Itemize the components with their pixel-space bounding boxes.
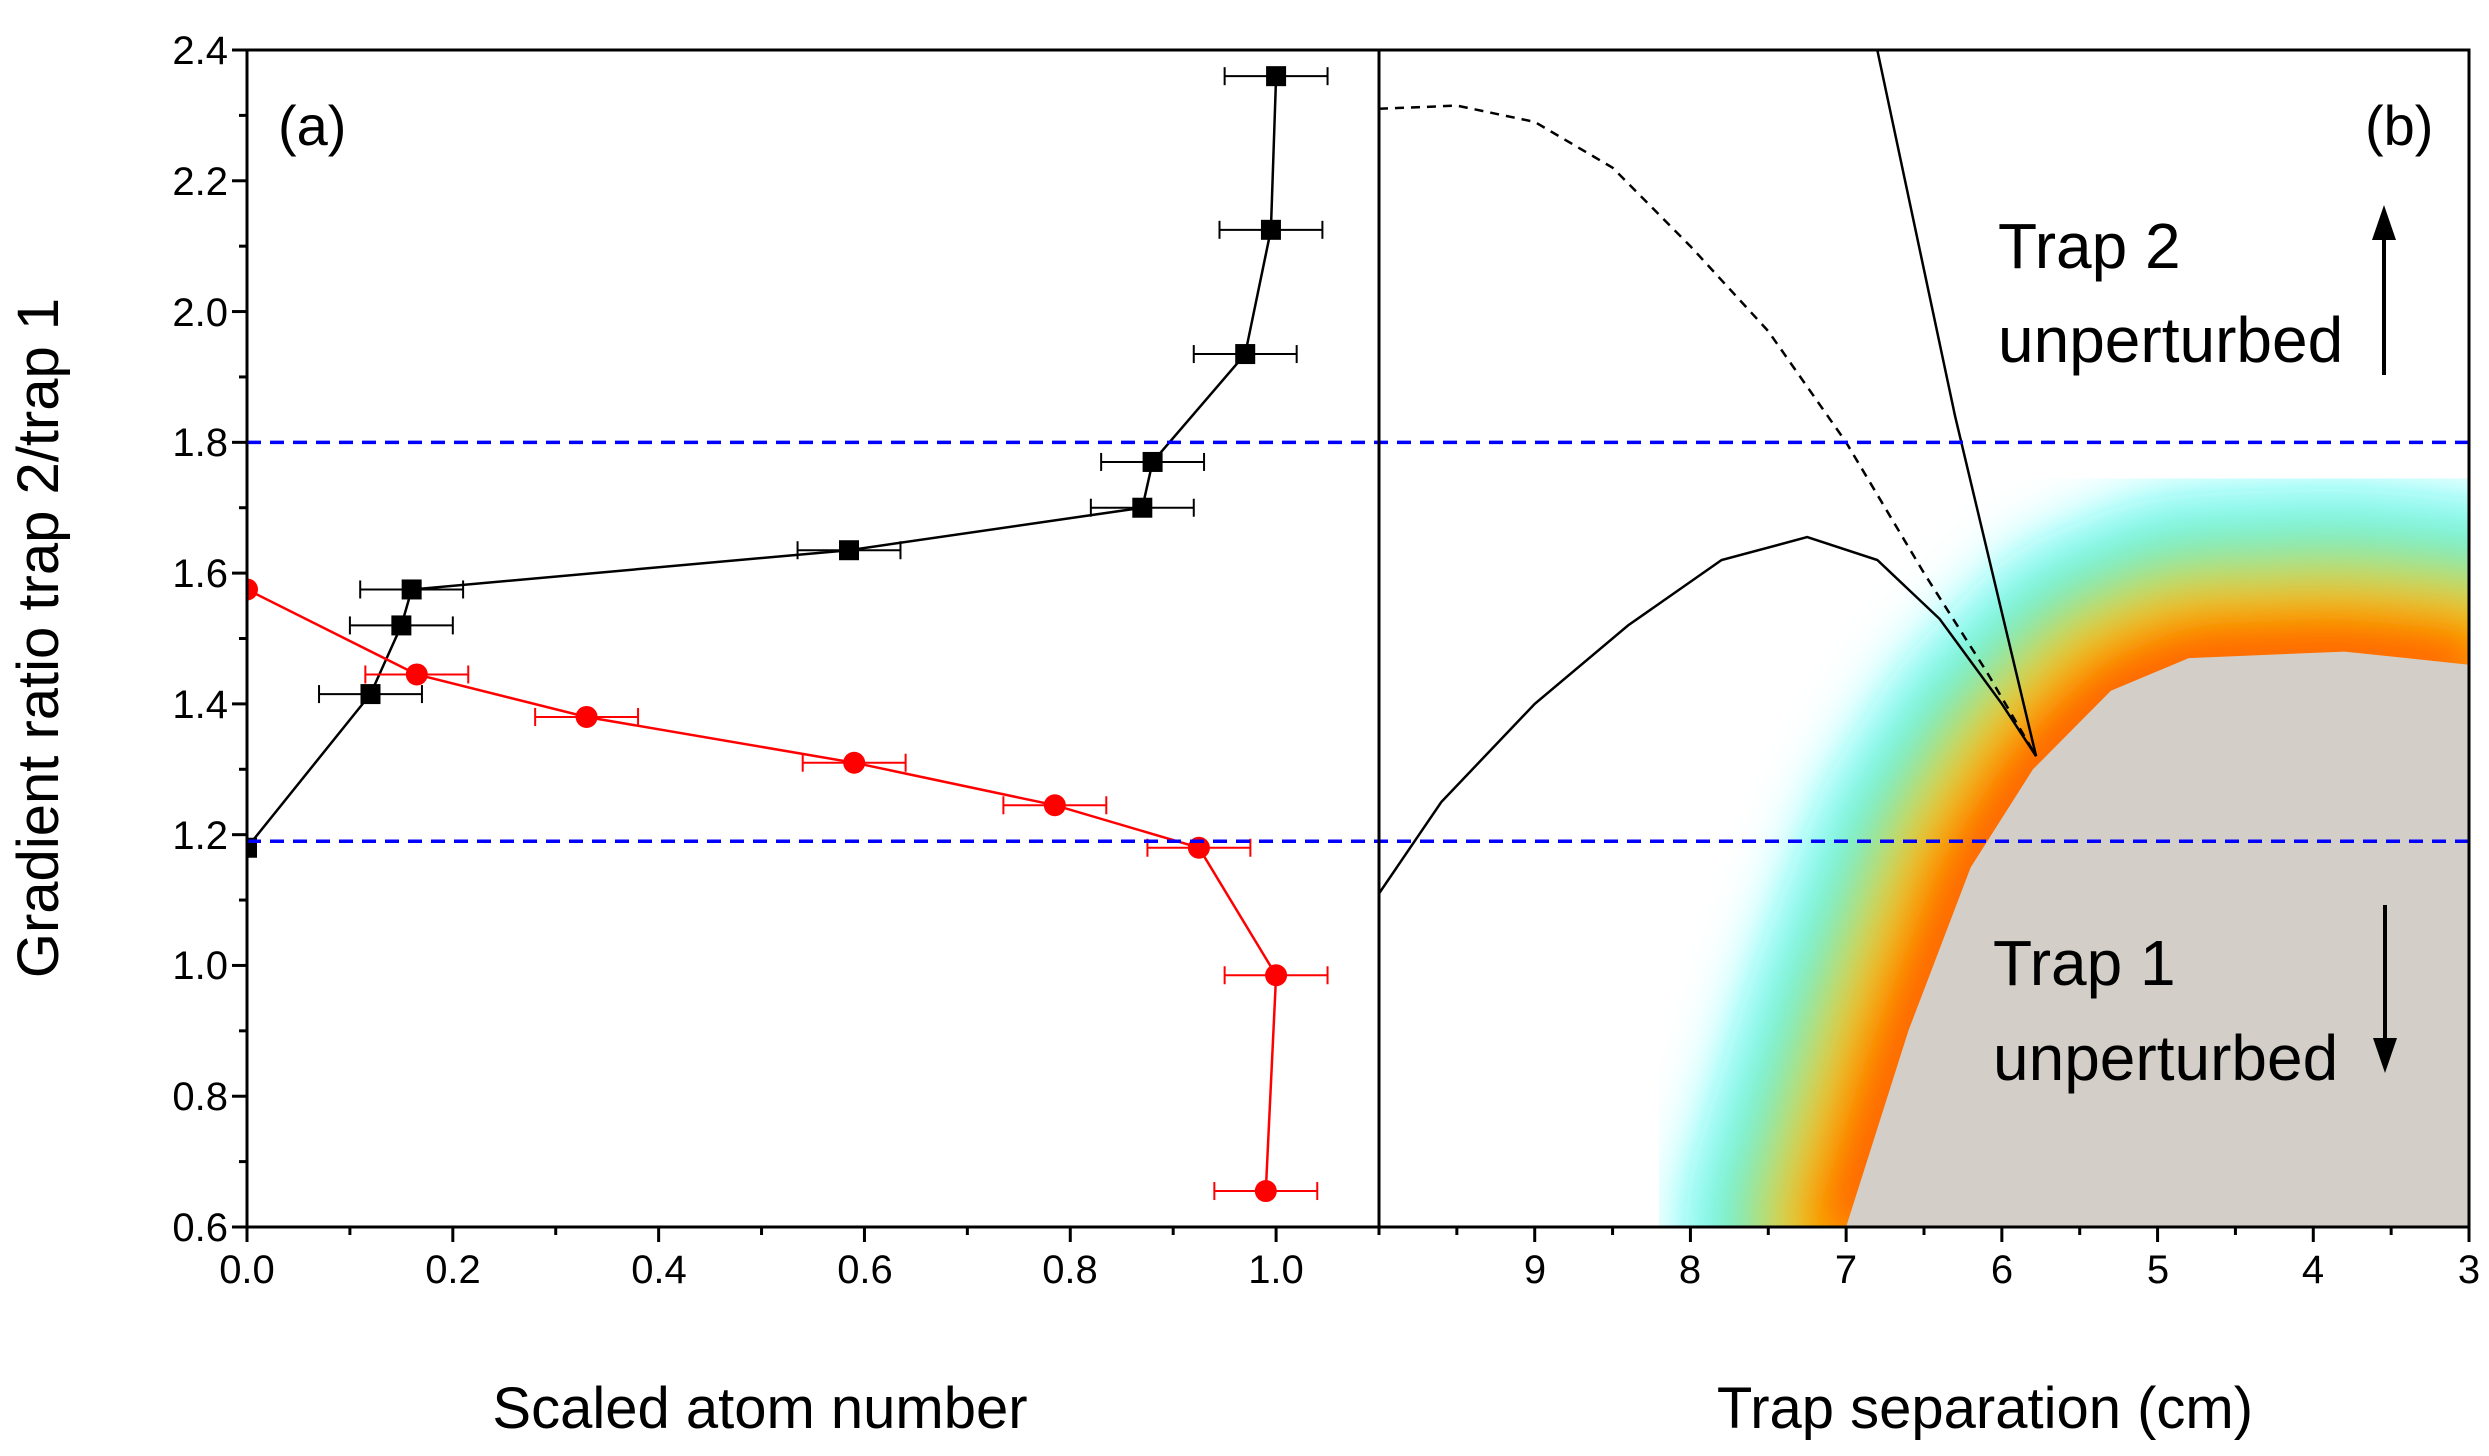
data-point-square xyxy=(401,579,422,600)
x-tick-label-b: 7 xyxy=(1835,1248,1857,1292)
data-point-circle xyxy=(1043,794,1066,817)
data-point-circle xyxy=(405,663,428,686)
x-tick-label-a: 0.4 xyxy=(631,1248,687,1292)
reference-lines xyxy=(247,440,2469,843)
y-tick-label: 1.4 xyxy=(172,683,228,727)
data-point-square xyxy=(360,684,381,705)
dashed-curve xyxy=(1379,104,2038,757)
y-tick-label: 0.8 xyxy=(172,1075,228,1119)
grey-region xyxy=(1846,651,2469,1227)
data-point-circle xyxy=(1254,1180,1277,1203)
data-point-square xyxy=(1142,451,1163,472)
data-point-square xyxy=(1266,66,1287,87)
x-tick-label-b: 3 xyxy=(2458,1248,2480,1292)
y-tick-label: 2.4 xyxy=(172,29,228,73)
series-line xyxy=(247,588,1278,1192)
x-tick-label-b: 5 xyxy=(2147,1248,2169,1292)
panel-b-heatmap xyxy=(1696,501,2469,1227)
arrow-up-icon xyxy=(2372,205,2396,375)
x-axis-label-b: Trap separation (cm) xyxy=(1717,1376,2253,1441)
panel-b-label: (b) xyxy=(2365,94,2433,157)
annotation-trap2-line2: unperturbed xyxy=(1998,304,2343,376)
y-tick-label: 1.6 xyxy=(172,552,228,596)
x-tick-label-b: 6 xyxy=(1991,1248,2013,1292)
data-point-square xyxy=(247,837,257,858)
data-point-circle xyxy=(1265,964,1288,987)
y-tick-label: 1.2 xyxy=(172,814,228,858)
x-tick-label-a: 0.6 xyxy=(837,1248,893,1292)
data-point-square xyxy=(1260,219,1281,240)
panel-a-series xyxy=(247,66,1329,1203)
x-tick-label-a: 0.8 xyxy=(1042,1248,1098,1292)
data-point-circle xyxy=(575,705,598,728)
solid-curve xyxy=(1379,535,2038,895)
panel-a-label: (a) xyxy=(278,94,346,157)
axis-ticks xyxy=(232,48,2471,1242)
x-tick-label-a: 0.2 xyxy=(425,1248,481,1292)
x-axis-label-a: Scaled atom number xyxy=(492,1376,1027,1441)
y-tick-label: 2.0 xyxy=(172,291,228,335)
y-tick-label: 1.8 xyxy=(172,421,228,465)
data-point-circle xyxy=(843,751,866,774)
solid-curve xyxy=(1876,50,2038,757)
y-axis-label: Gradient ratio trap 2/trap 1 xyxy=(6,298,71,978)
data-point-square xyxy=(1235,344,1256,365)
arrow-down-icon xyxy=(2373,905,2397,1073)
annotation-trap1-line1: Trap 1 xyxy=(1993,927,2176,999)
x-tick-label-a: 1.0 xyxy=(1248,1248,1304,1292)
y-tick-label: 2.2 xyxy=(172,160,228,204)
x-tick-label-b: 4 xyxy=(2302,1248,2324,1292)
tick-labels: 0.6 0.8 1.0 1.2 1.4 1.6 1.8 2.0 2.2 2.4 … xyxy=(172,29,2480,1292)
panel-b-curves xyxy=(1379,50,2038,895)
x-tick-label-b: 8 xyxy=(1679,1248,1701,1292)
y-tick-label: 0.6 xyxy=(172,1206,228,1250)
data-point-square xyxy=(1132,497,1153,518)
x-tick-label-b: 9 xyxy=(1524,1248,1546,1292)
annotation-trap2-line1: Trap 2 xyxy=(1998,210,2181,282)
y-tick-label: 1.0 xyxy=(172,944,228,988)
x-tick-label-a: 0.0 xyxy=(219,1248,275,1292)
data-point-circle xyxy=(247,578,258,601)
annotation-trap1-line2: unperturbed xyxy=(1993,1022,2338,1094)
panel-a-frame xyxy=(245,48,1381,1229)
data-point-square xyxy=(391,615,412,636)
data-point-square xyxy=(839,540,860,561)
